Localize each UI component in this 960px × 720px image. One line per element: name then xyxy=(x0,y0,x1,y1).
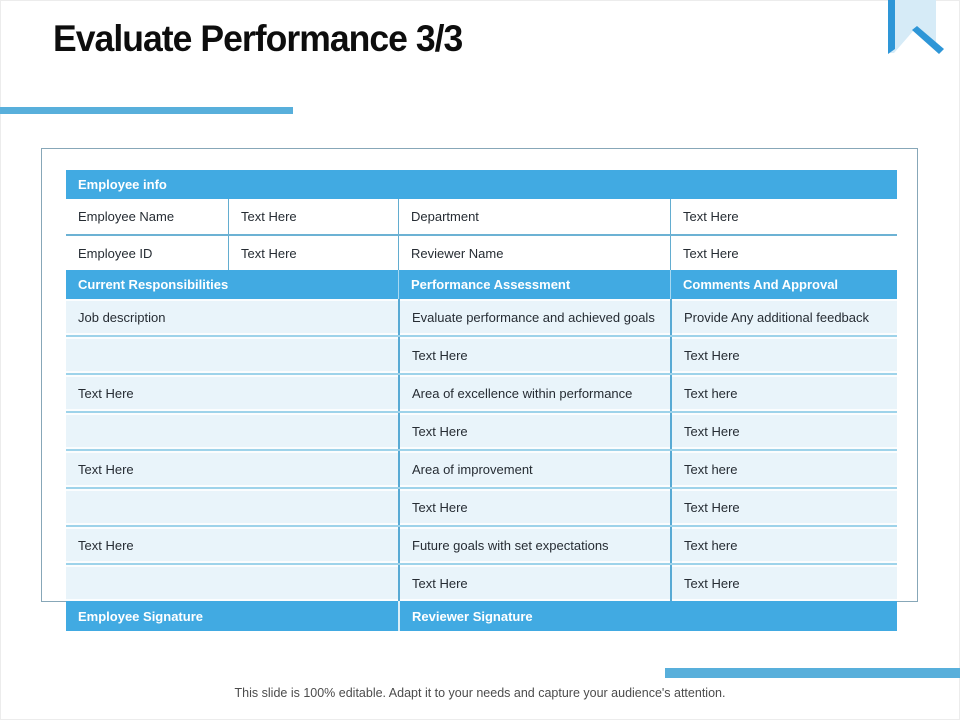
assessment-cell: Area of excellence within performance xyxy=(398,375,670,411)
assessment-cell: Text Here xyxy=(398,337,670,373)
employee-signature-cell: Employee Signature xyxy=(78,608,203,624)
responsibility-cell: Job description xyxy=(78,309,166,325)
assessment-cell: Text Here xyxy=(398,565,670,601)
responsibility-cell xyxy=(66,489,398,525)
comments-cell: Text Here xyxy=(670,337,897,373)
info-label-cell: Reviewer Name xyxy=(398,236,670,270)
comments-cell: Text Here xyxy=(670,565,897,601)
responsibility-cell: Text Here xyxy=(78,385,134,401)
assessment-cell: Future goals with set expectations xyxy=(398,527,670,563)
table-row: Text Here Text Here xyxy=(66,487,897,525)
bookmark-ribbon-icon xyxy=(888,0,944,54)
info-label-cell: Employee Name xyxy=(78,209,175,224)
signature-footer-row: Employee Signature Reviewer Signature xyxy=(66,601,897,631)
bookmark-body xyxy=(888,0,936,53)
responsibility-cell xyxy=(66,565,398,601)
info-value-cell: Text Here xyxy=(670,236,897,270)
comments-cell: Text here xyxy=(670,527,897,563)
responsibility-cell xyxy=(66,413,398,449)
responsibility-cell: Text Here xyxy=(78,537,134,553)
bookmark-diagonal-stripe xyxy=(912,26,944,54)
assessment-cell: Text Here xyxy=(398,489,670,525)
table-row: Job description Evaluate performance and… xyxy=(66,299,897,335)
section-header-assessment: Performance Assessment xyxy=(398,270,670,299)
bookmark-left-stripe xyxy=(888,0,895,54)
table-row: Text Here Text Here xyxy=(66,563,897,601)
comments-cell: Text here xyxy=(670,451,897,487)
info-label-cell: Employee ID xyxy=(78,245,153,261)
section-header-row: Current Responsibilities Performance Ass… xyxy=(66,270,897,299)
page-title: Evaluate Performance 3/3 xyxy=(53,18,463,59)
responsibility-cell: Text Here xyxy=(78,461,134,477)
info-header-row: Employee info xyxy=(66,170,897,199)
comments-cell: Text Here xyxy=(670,489,897,525)
info-header-label: Employee info xyxy=(78,177,167,192)
table-row: Text Here Area of improvement Text here xyxy=(66,449,897,487)
table-row: Text Here Text Here xyxy=(66,411,897,449)
table-row: Text Here Future goals with set expectat… xyxy=(66,525,897,563)
evaluation-table: Employee info Employee Name Text Here De… xyxy=(66,170,897,631)
info-label-cell: Department xyxy=(398,199,670,234)
info-value-cell: Text Here xyxy=(228,199,398,234)
table-row-employee-name: Employee Name Text Here Department Text … xyxy=(66,199,897,234)
title-underline xyxy=(0,107,293,114)
reviewer-signature-cell: Reviewer Signature xyxy=(398,601,897,631)
section-header-responsibilities: Current Responsibilities xyxy=(78,277,229,292)
editable-footnote: This slide is 100% editable. Adapt it to… xyxy=(234,686,726,700)
bottom-accent-bar xyxy=(665,668,960,678)
responsibility-cell xyxy=(66,337,398,373)
assessment-cell: Text Here xyxy=(398,413,670,449)
info-value-cell: Text Here xyxy=(228,236,398,270)
comments-cell: Text here xyxy=(670,375,897,411)
assessment-cell: Area of improvement xyxy=(398,451,670,487)
table-row-employee-id: Employee ID Text Here Reviewer Name Text… xyxy=(66,234,897,270)
table-row: Text Here Text Here xyxy=(66,335,897,373)
assessment-cell: Evaluate performance and achieved goals xyxy=(398,299,670,335)
table-row: Text Here Area of excellence within perf… xyxy=(66,373,897,411)
comments-cell: Text Here xyxy=(670,413,897,449)
comments-cell: Provide Any additional feedback xyxy=(670,299,897,335)
section-header-comments: Comments And Approval xyxy=(670,270,897,299)
info-value-cell: Text Here xyxy=(670,199,897,234)
